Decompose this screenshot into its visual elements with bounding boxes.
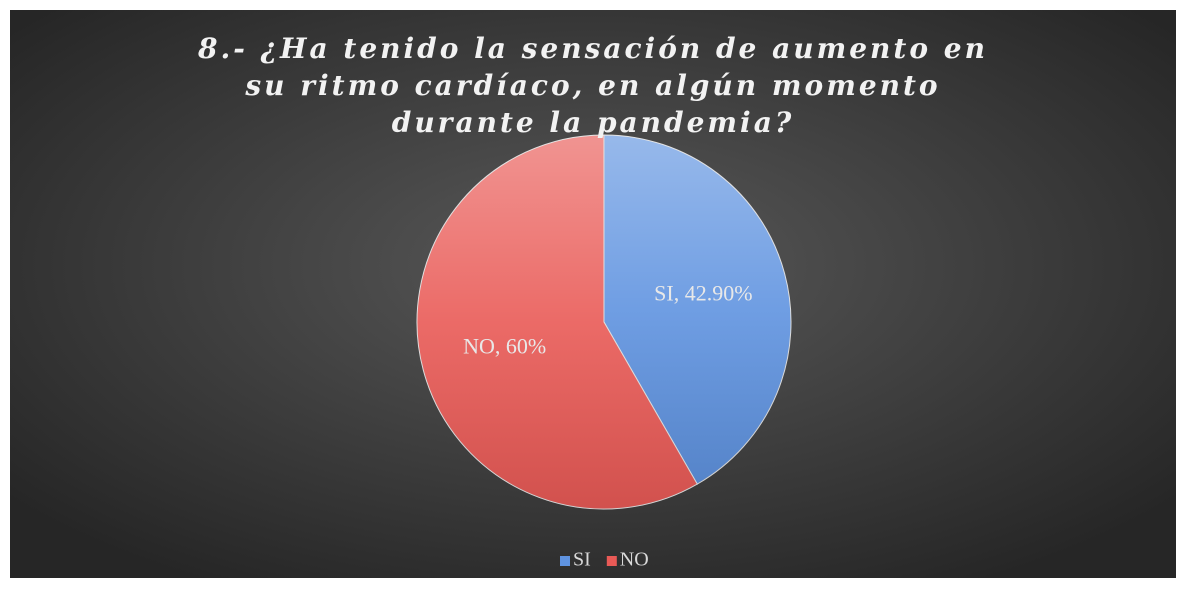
legend-label: NO: [620, 549, 649, 571]
chart-title: 8.- ¿Ha tenido la sensación de aumento e…: [198, 32, 988, 139]
data-label: NO, 60%: [463, 334, 546, 359]
pie: [416, 134, 792, 510]
legend-marker: [560, 556, 570, 566]
data-label: SI, 42.90%: [654, 281, 752, 306]
legend-marker: [606, 556, 617, 566]
legend-label: SI: [573, 549, 591, 571]
